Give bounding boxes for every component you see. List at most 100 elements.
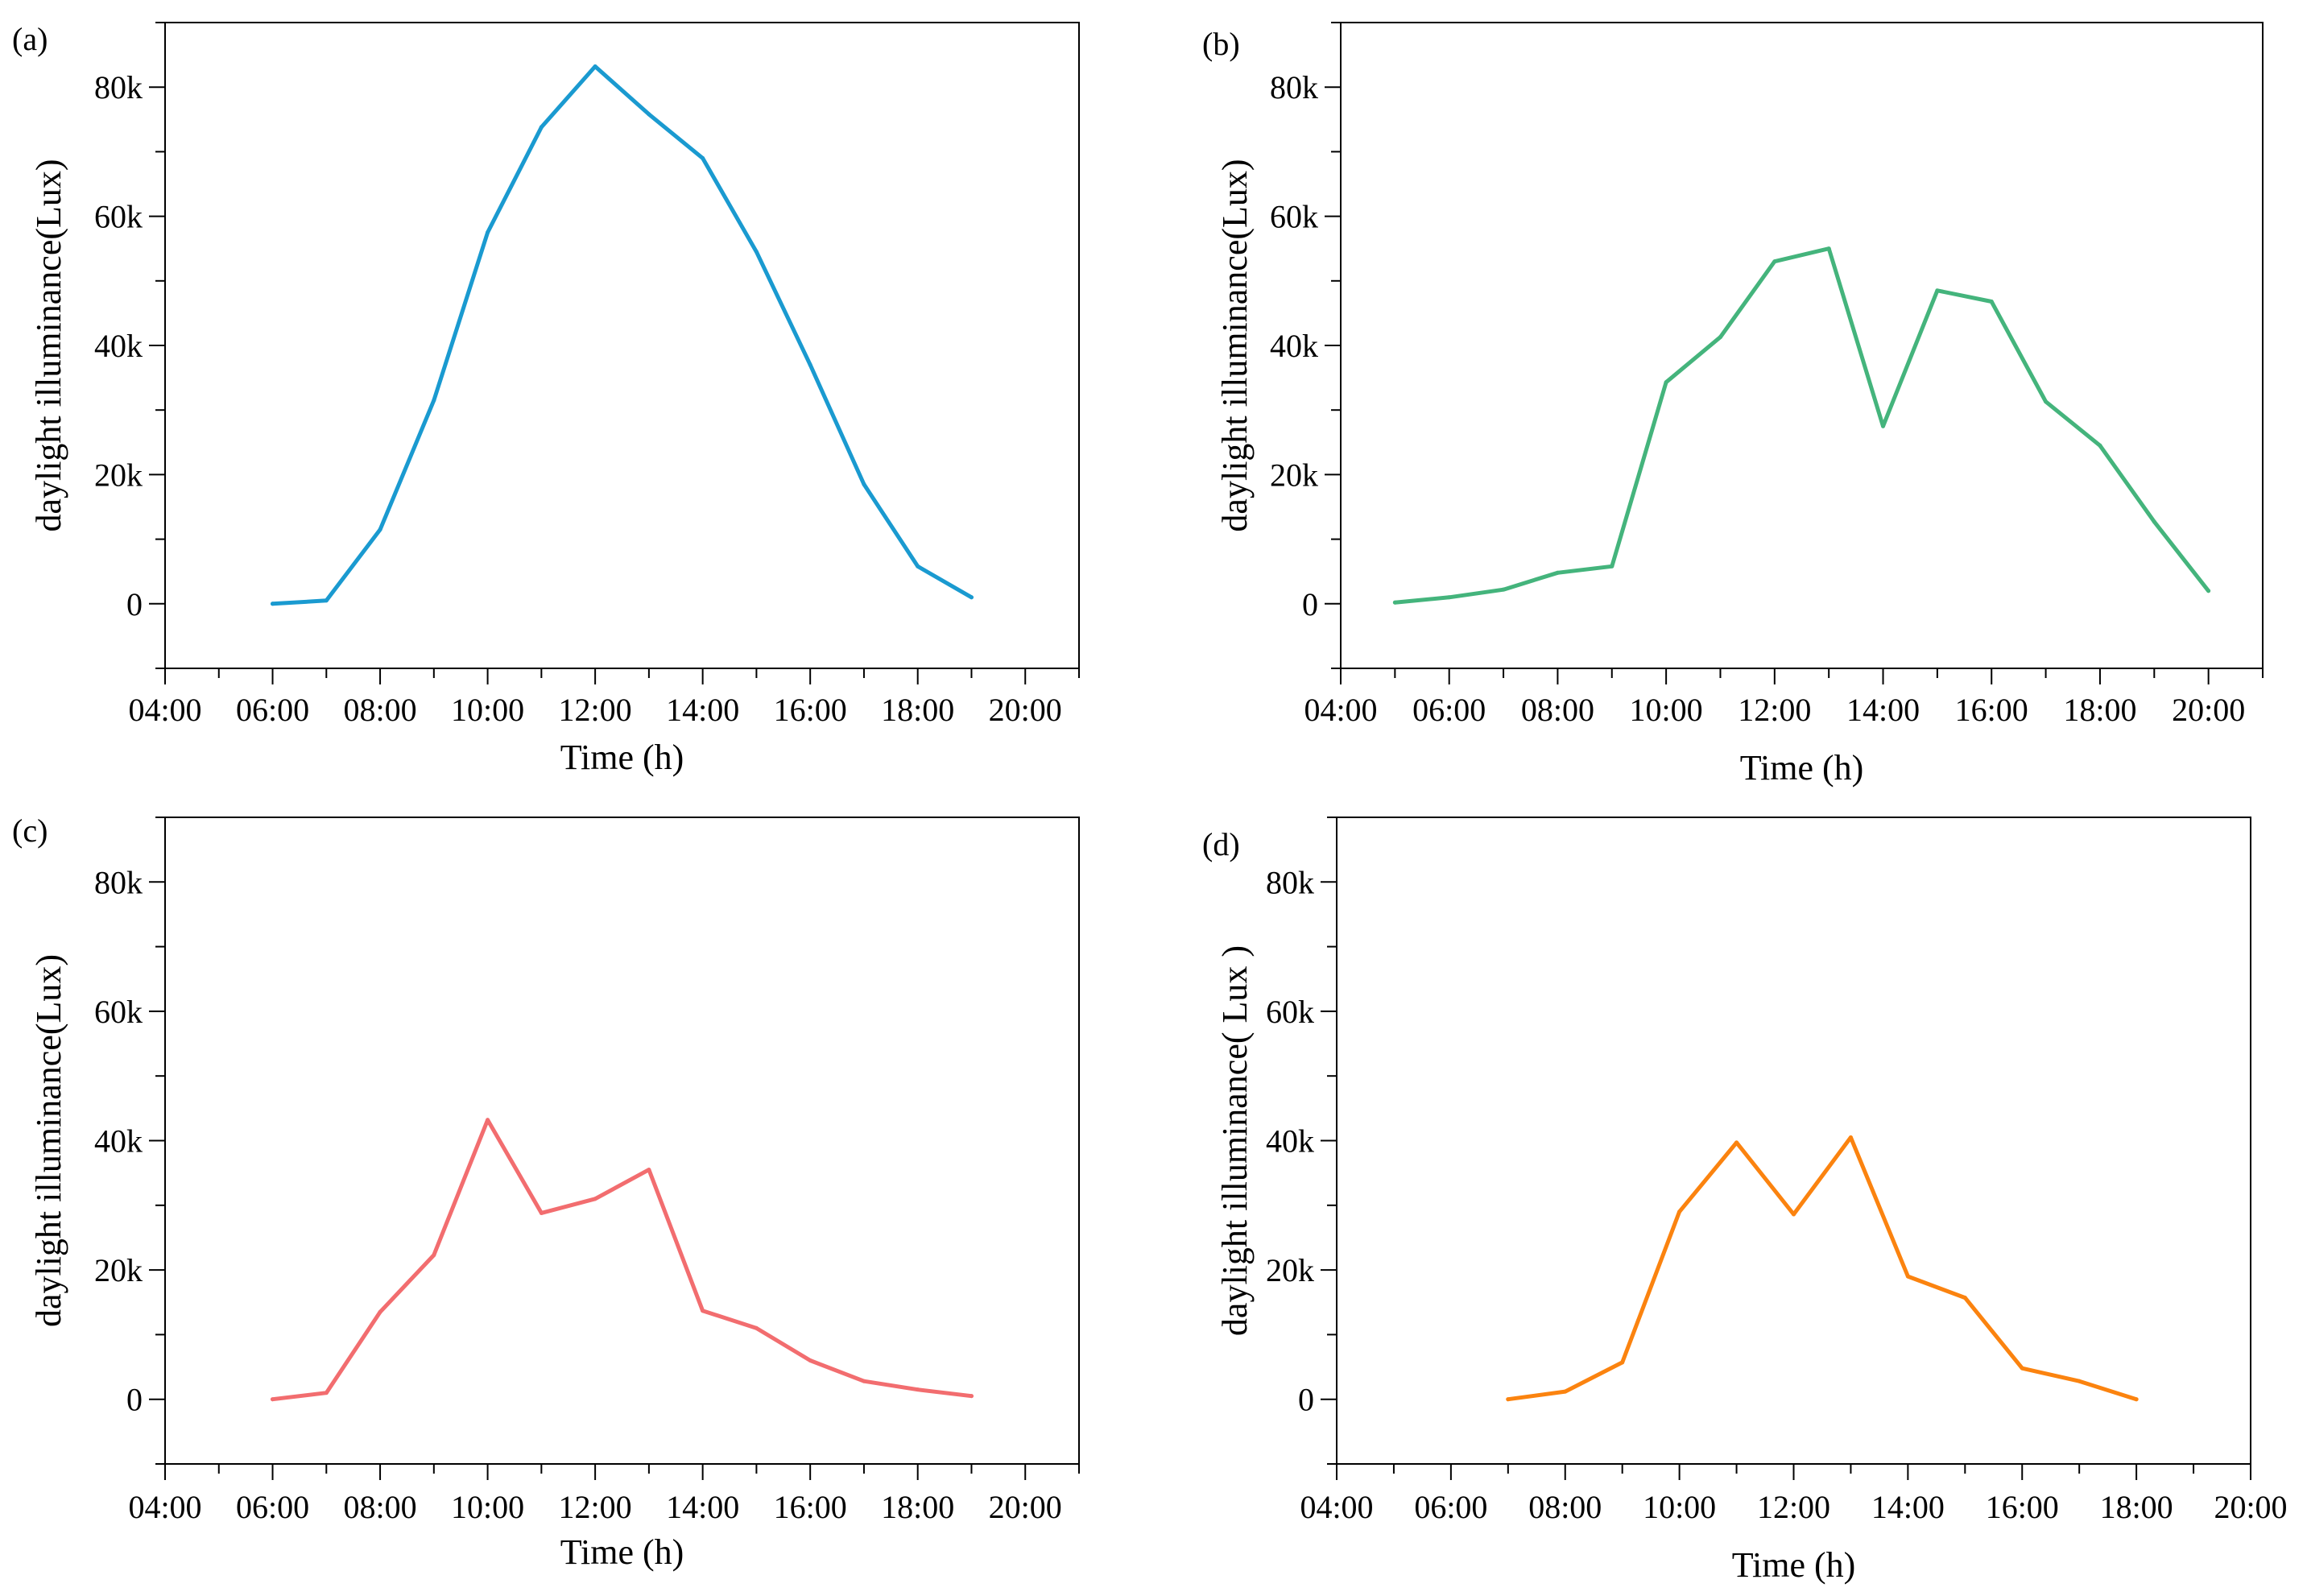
chart-panel-a: 04:00 06:00 08:00 10:00 12:00 14:00 16:00 18:00… [12,21,1080,777]
x-tick-label: 14:00 [1846,692,1920,728]
data-point [1718,335,1722,340]
x-tick-label: 14:00 [666,692,739,728]
data-point [2044,399,2049,404]
data-point [2134,1397,2139,1402]
panel-label: (b) [1202,26,1240,62]
data-point [1610,564,1614,569]
data-point [701,1309,705,1313]
data-point [539,125,544,130]
x-axis-title: Time (h) [1740,748,1864,788]
data-point [1772,259,1777,264]
y-axis-title: daylight illuminance(Lux) [29,954,68,1327]
data-point [754,250,759,254]
plot-frame [164,22,1080,669]
x-tick-label: 06:00 [236,1489,309,1525]
data-point [539,1210,544,1215]
y-tick-label: 0 [126,586,143,622]
x-tick-label: 10:00 [1643,1489,1716,1525]
x-tick-label: 20:00 [2172,692,2245,728]
x-tick-label: 06:00 [1414,1489,1487,1525]
x-tick-label: 08:00 [1528,1489,1602,1525]
data-point [969,595,974,600]
data-point [1734,1140,1739,1145]
x-tick-label: 18:00 [2063,692,2136,728]
x-tick-label: 16:00 [774,692,847,728]
data-point [701,155,705,160]
data-point [647,112,651,117]
x-tick-label: 12:00 [1757,1489,1830,1525]
data-point [1677,1209,1682,1214]
data-point [808,1358,812,1363]
data-point [1447,595,1452,600]
y-axis-title: daylight illuminance(Lux) [29,159,68,531]
x-axis-title: Time (h) [560,738,684,777]
plot-frame [1340,22,2264,669]
data-point [1905,1274,1910,1279]
data-point [486,1118,490,1123]
x-tick-label: 10:00 [1630,692,1703,728]
chart-panel-d: 04:00 06:00 08:00 10:00 12:00 14:00 16:00 18:00… [1202,817,2288,1585]
data-point [593,1197,597,1201]
x-tick-label: 08:00 [343,692,416,728]
series-line [1392,246,2211,605]
x-tick-label: 04:00 [128,692,201,728]
data-point [432,1253,436,1258]
x-tick-label: 04:00 [1300,1489,1373,1525]
data-point [1962,1296,1967,1300]
y-tick-label: 20k [1270,457,1318,493]
y-tick-label: 60k [94,994,143,1030]
data-point [378,1309,382,1314]
data-point [1848,1135,1853,1139]
x-tick-label: 20:00 [2214,1489,2287,1525]
x-axis-title: Time (h) [560,1532,684,1572]
data-point [593,64,597,69]
y-tick-label: 40k [94,1123,143,1160]
data-point [969,1394,974,1399]
data-point [1935,288,1940,293]
x-axis-title: Time (h) [1732,1545,1856,1585]
y-tick-label: 0 [1302,586,1318,622]
x-tick-label: 10:00 [451,692,524,728]
data-point [2020,1366,2024,1371]
panel-label: (d) [1202,826,1240,862]
data-point [1506,1397,1511,1402]
y-tick-label: 0 [126,1382,143,1418]
panel-label: (c) [12,812,48,849]
data-point [1620,1360,1625,1365]
x-tick-label: 20:00 [989,1489,1062,1525]
chart-panel-c: 04:00 06:00 08:00 10:00 12:00 14:00 16:00 18:00… [12,812,1080,1572]
x-tick-label: 14:00 [666,1489,739,1525]
x-tick-label: 18:00 [881,692,954,728]
y-tick-label: 60k [1270,199,1318,235]
y-tick-label: 20k [94,1252,143,1288]
x-tick-label: 08:00 [1521,692,1594,728]
data-point [862,1379,866,1383]
data-point [271,1397,275,1402]
y-tick-label: 20k [1266,1252,1314,1288]
y-tick-label: 0 [1298,1382,1314,1418]
x-tick-label: 16:00 [1986,1489,2059,1525]
data-point [647,1168,651,1172]
x-tick-label: 12:00 [559,692,632,728]
x-tick-label: 12:00 [559,1489,632,1525]
y-tick-label: 20k [94,457,143,493]
x-tick-label: 08:00 [343,1489,416,1525]
x-tick-label: 18:00 [881,1489,954,1525]
data-point [2077,1379,2082,1383]
y-tick-label: 80k [94,69,143,105]
x-tick-label: 16:00 [1955,692,2028,728]
series-line [271,1118,974,1402]
data-point [324,598,329,603]
data-point [324,1391,329,1395]
data-point [2206,589,2211,593]
x-tick-label: 06:00 [236,692,309,728]
data-point [1989,299,1994,304]
data-point [1826,246,1831,251]
x-tick-label: 14:00 [1871,1489,1945,1525]
data-point [862,482,866,486]
y-tick-label: 40k [94,328,143,364]
data-point [1501,587,1506,592]
data-point [1792,1212,1796,1217]
data-point [916,564,920,569]
